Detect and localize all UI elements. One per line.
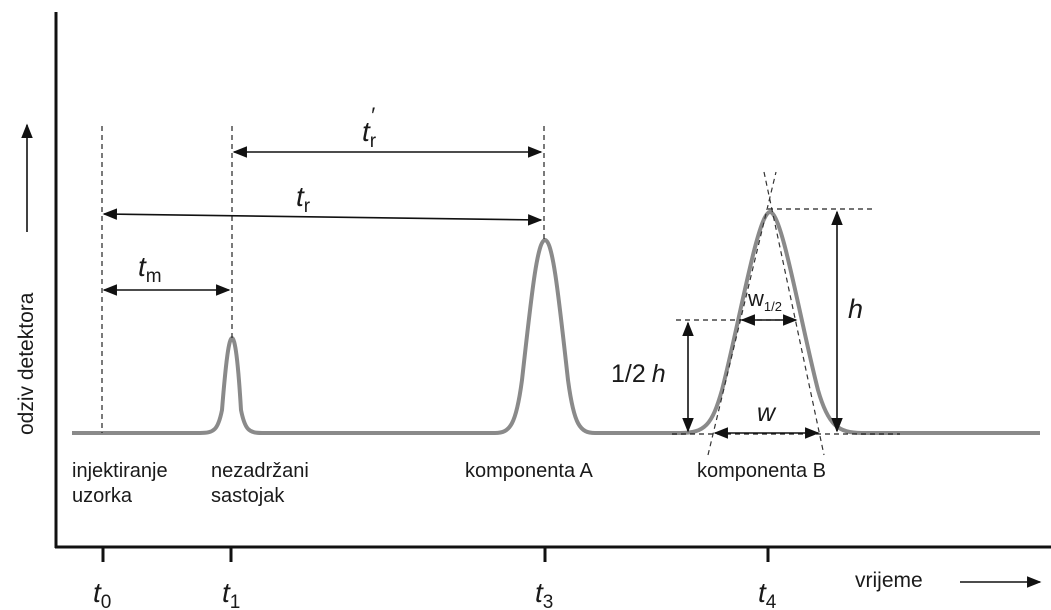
injection-label: injektiranje uzorka (72, 460, 173, 507)
component-b-label: komponenta B (697, 460, 826, 482)
tm-label: tm (138, 251, 162, 287)
tick-label-t1: t1 (222, 577, 240, 610)
tangent-right (763, 171, 825, 456)
tick-label-t0: t0 (93, 577, 111, 610)
y-axis-label: odziv detektora (15, 292, 38, 435)
component-a-label: komponenta A (465, 460, 594, 482)
chromatogram-trace (72, 210, 1040, 435)
unretained-label: nezadržani sastojak (211, 460, 314, 507)
tr-prime-label: tr′ (362, 103, 377, 152)
x-axis-label: vrijeme (855, 569, 923, 592)
width-label: w (757, 399, 777, 427)
tangent-left (707, 171, 777, 456)
tick-label-t3: t3 (535, 577, 553, 610)
half-h-label: 1/2 h (611, 360, 666, 388)
tr-label: tr (296, 181, 311, 217)
h-label: h (848, 294, 863, 324)
half-width-label: w1/2 (747, 286, 782, 314)
tick-label-t4: t4 (758, 577, 777, 610)
tr-arrow (102, 208, 543, 226)
